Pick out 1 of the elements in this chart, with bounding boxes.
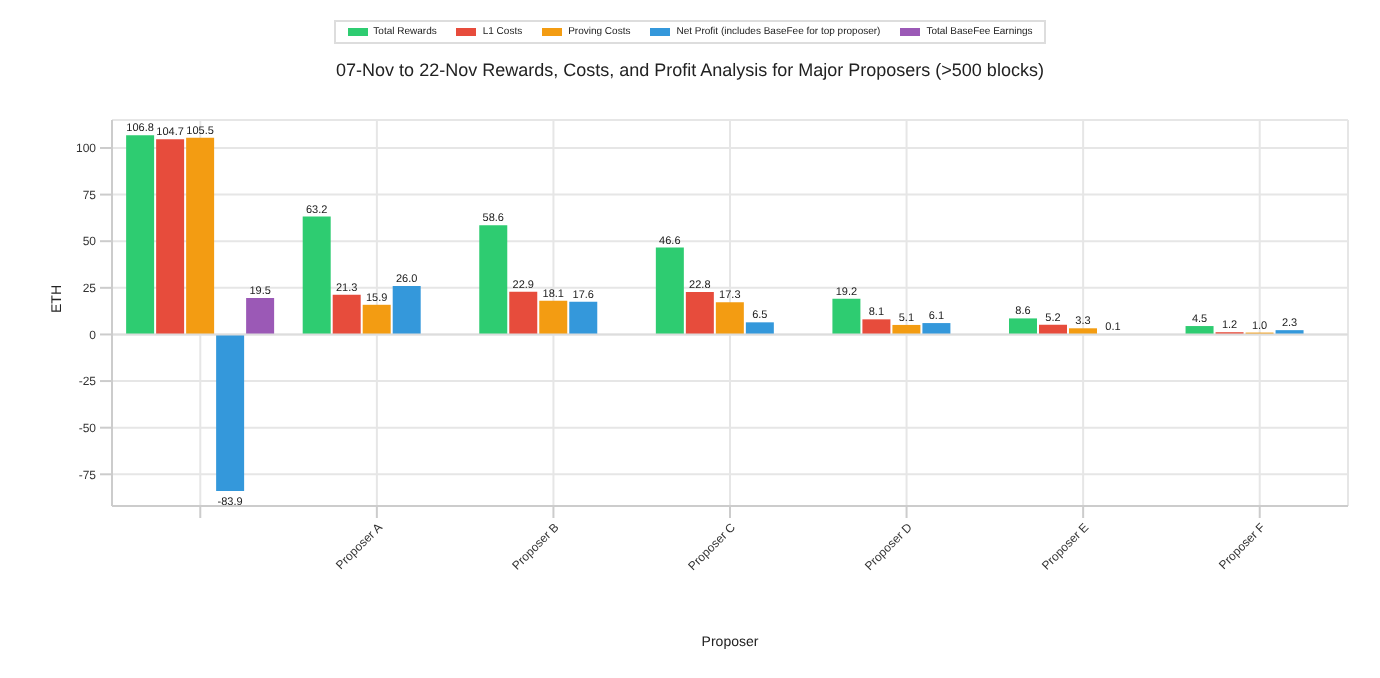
chart-title: 07-Nov to 22-Nov Rewards, Costs, and Profit Analysis for Major Proposers (>500 blocks): [334, 60, 1046, 80]
